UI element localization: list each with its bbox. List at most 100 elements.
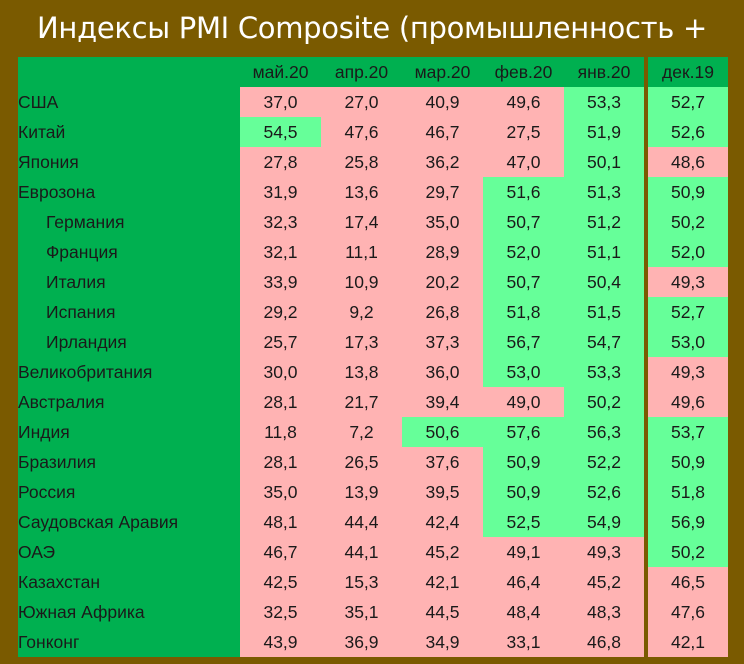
column-separator: [644, 87, 648, 117]
column-separator: [644, 477, 648, 507]
table-row: Ирландия 25,7 17,3 37,3 56,7 54,7 53,0: [18, 327, 728, 357]
value-cell: 45,2: [402, 537, 483, 567]
value-cell: 54,7: [564, 327, 644, 357]
value-cell: 57,6: [483, 417, 564, 447]
value-cell: 48,4: [483, 597, 564, 627]
value-cell: 43,9: [240, 627, 321, 657]
value-cell: 39,4: [402, 387, 483, 417]
value-cell: 44,1: [321, 537, 402, 567]
value-cell: 7,2: [321, 417, 402, 447]
value-cell: 42,1: [648, 627, 728, 657]
column-separator: [644, 447, 648, 477]
column-separator: [644, 357, 648, 387]
value-cell: 27,0: [321, 87, 402, 117]
value-cell: 42,5: [240, 567, 321, 597]
table-row: Германия 32,3 17,4 35,0 50,7 51,2 50,2: [18, 207, 728, 237]
value-cell: 52,7: [648, 87, 728, 117]
column-separator: [644, 177, 648, 207]
column-separator: [644, 417, 648, 447]
table-row: Китай 54,5 47,6 46,7 27,5 51,9 52,6: [18, 117, 728, 147]
value-cell: 50,7: [483, 267, 564, 297]
value-cell: 51,2: [564, 207, 644, 237]
value-cell: 54,5: [240, 117, 321, 147]
value-cell: 50,2: [648, 537, 728, 567]
value-cell: 47,6: [648, 597, 728, 627]
value-cell: 50,6: [402, 417, 483, 447]
value-cell: 52,6: [564, 477, 644, 507]
value-cell: 29,2: [240, 297, 321, 327]
value-cell: 11,8: [240, 417, 321, 447]
value-cell: 36,9: [321, 627, 402, 657]
value-cell: 35,1: [321, 597, 402, 627]
table-row: Франция 32,1 11,1 28,9 52,0 51,1 52,0: [18, 237, 728, 267]
value-cell: 51,6: [483, 177, 564, 207]
value-cell: 28,9: [402, 237, 483, 267]
value-cell: 50,9: [648, 177, 728, 207]
column-header: дек.19: [648, 57, 728, 87]
column-separator: [644, 117, 648, 147]
country-cell: Еврозона: [18, 177, 240, 207]
value-cell: 50,7: [483, 207, 564, 237]
table-row: Россия 35,0 13,9 39,5 50,9 52,6 51,8: [18, 477, 728, 507]
value-cell: 39,5: [402, 477, 483, 507]
value-cell: 52,7: [648, 297, 728, 327]
country-cell: Россия: [18, 477, 240, 507]
value-cell: 9,2: [321, 297, 402, 327]
value-cell: 49,0: [483, 387, 564, 417]
table-row: Казахстан 42,5 15,3 42,1 46,4 45,2 46,5: [18, 567, 728, 597]
value-cell: 53,7: [648, 417, 728, 447]
table-row: Великобритания 30,0 13,8 36,0 53,0 53,3 49,3: [18, 357, 728, 387]
value-cell: 52,0: [648, 237, 728, 267]
value-cell: 52,6: [648, 117, 728, 147]
value-cell: 50,9: [483, 477, 564, 507]
value-cell: 35,0: [402, 207, 483, 237]
value-cell: 13,9: [321, 477, 402, 507]
value-cell: 50,2: [648, 207, 728, 237]
value-cell: 42,4: [402, 507, 483, 537]
value-cell: 46,4: [483, 567, 564, 597]
table-header-row: май.20 апр.20 мар.20 фев.20 янв.20 дек.1…: [18, 57, 728, 87]
value-cell: 51,9: [564, 117, 644, 147]
value-cell: 37,3: [402, 327, 483, 357]
value-cell: 27,5: [483, 117, 564, 147]
page-title: Индексы PMI Composite (промышленность + …: [37, 11, 707, 101]
value-cell: 45,2: [564, 567, 644, 597]
value-cell: 50,4: [564, 267, 644, 297]
value-cell: 32,5: [240, 597, 321, 627]
value-cell: 49,6: [648, 387, 728, 417]
value-cell: 50,2: [564, 387, 644, 417]
value-cell: 44,4: [321, 507, 402, 537]
value-cell: 51,5: [564, 297, 644, 327]
value-cell: 50,9: [648, 447, 728, 477]
value-cell: 49,3: [648, 267, 728, 297]
value-cell: 21,7: [321, 387, 402, 417]
value-cell: 25,8: [321, 147, 402, 177]
country-cell: Бразилия: [18, 447, 240, 477]
value-cell: 49,3: [648, 357, 728, 387]
column-separator: [644, 297, 648, 327]
value-cell: 42,1: [402, 567, 483, 597]
column-separator: [644, 147, 648, 177]
value-cell: 52,0: [483, 237, 564, 267]
value-cell: 33,1: [483, 627, 564, 657]
value-cell: 35,0: [240, 477, 321, 507]
country-cell: Южная Африка: [18, 597, 240, 627]
column-separator: [644, 207, 648, 237]
country-cell: ОАЭ: [18, 537, 240, 567]
table-row: Испания 29,2 9,2 26,8 51,8 51,5 52,7: [18, 297, 728, 327]
column-separator: [644, 237, 648, 267]
value-cell: 52,2: [564, 447, 644, 477]
country-cell: Гонконг: [18, 627, 240, 657]
value-cell: 29,7: [402, 177, 483, 207]
table-row: Бразилия 28,1 26,5 37,6 50,9 52,2 50,9: [18, 447, 728, 477]
value-cell: 36,2: [402, 147, 483, 177]
table-row: Южная Африка 32,5 35,1 44,5 48,4 48,3 47,6: [18, 597, 728, 627]
country-cell: Испания: [18, 297, 240, 327]
value-cell: 53,0: [648, 327, 728, 357]
value-cell: 28,1: [240, 447, 321, 477]
value-cell: 37,0: [240, 87, 321, 117]
table-row: Еврозона 31,9 13,6 29,7 51,6 51,3 50,9: [18, 177, 728, 207]
table-row: Индия 11,8 7,2 50,6 57,6 56,3 53,7: [18, 417, 728, 447]
value-cell: 51,1: [564, 237, 644, 267]
value-cell: 54,9: [564, 507, 644, 537]
